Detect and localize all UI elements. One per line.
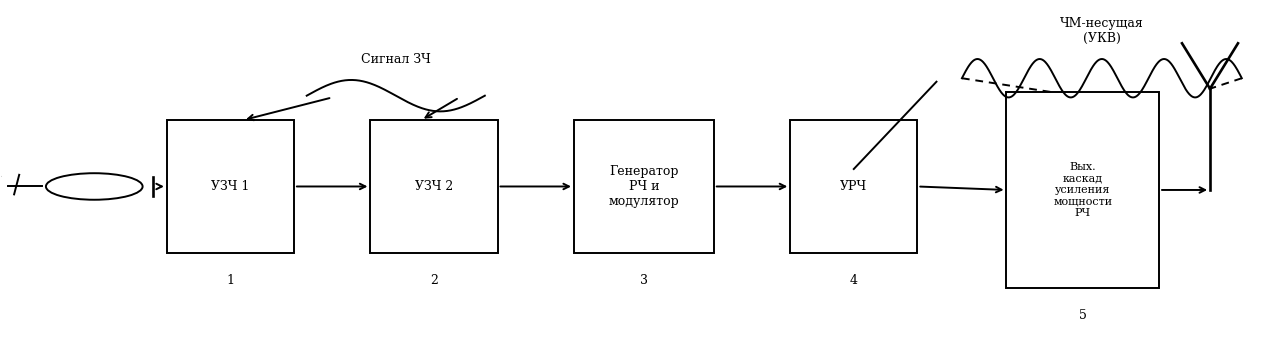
Text: УЗЧ 1: УЗЧ 1 xyxy=(212,180,250,193)
Text: Генератор
РЧ и
модулятор: Генератор РЧ и модулятор xyxy=(608,165,680,208)
Text: Сигнал ЗЧ: Сигнал ЗЧ xyxy=(361,53,431,66)
Text: 2: 2 xyxy=(430,274,437,287)
Text: ЧМ-несущая
(УКВ): ЧМ-несущая (УКВ) xyxy=(1060,17,1144,45)
Bar xyxy=(1006,92,1159,288)
Bar xyxy=(790,120,918,253)
Bar xyxy=(167,120,295,253)
Text: 1: 1 xyxy=(227,274,235,287)
Text: 5: 5 xyxy=(1079,309,1086,322)
Text: УРЧ: УРЧ xyxy=(840,180,867,193)
Text: УЗЧ 2: УЗЧ 2 xyxy=(414,180,453,193)
Text: Вых.
каскад
усиления
мощности
РЧ: Вых. каскад усиления мощности РЧ xyxy=(1053,162,1112,218)
Bar xyxy=(574,120,714,253)
Bar xyxy=(370,120,497,253)
Text: 4: 4 xyxy=(849,274,858,287)
Text: 3: 3 xyxy=(640,274,648,287)
